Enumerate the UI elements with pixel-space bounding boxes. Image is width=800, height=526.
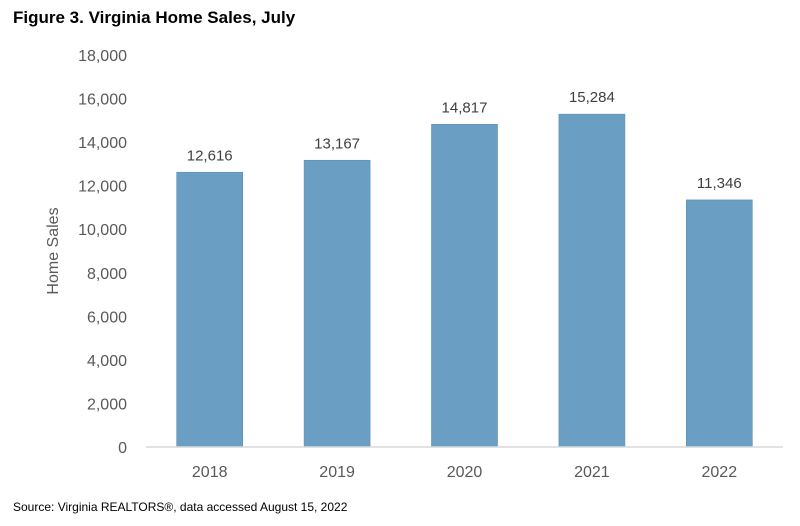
data-label: 12,616 — [187, 147, 233, 164]
data-label: 15,284 — [569, 89, 615, 106]
y-tick-label: 2,000 — [87, 396, 127, 413]
data-label: 14,817 — [442, 99, 488, 116]
x-tick-label: 2019 — [319, 464, 355, 481]
y-tick-label: 10,000 — [78, 222, 127, 239]
x-tick-label: 2018 — [192, 464, 228, 481]
x-tick-label: 2020 — [447, 464, 483, 481]
y-tick-label: 14,000 — [78, 135, 127, 152]
bar-2021 — [558, 113, 626, 448]
bar-2019 — [303, 159, 371, 448]
bar-2022 — [685, 199, 753, 448]
bar-2018 — [176, 171, 243, 448]
y-tick-label: 16,000 — [78, 92, 127, 109]
y-tick-label: 12,000 — [78, 179, 127, 196]
source-note: Source: Virginia REALTORS®, data accesse… — [13, 500, 348, 514]
y-tick-label: 8,000 — [87, 266, 127, 283]
data-label: 11,346 — [697, 175, 742, 192]
x-tick-label: 2022 — [702, 464, 738, 481]
y-tick-label: 18,000 — [78, 48, 127, 65]
y-tick-label: 4,000 — [87, 353, 127, 370]
y-tick-label: 6,000 — [87, 309, 127, 326]
x-tick-label: 2021 — [574, 464, 610, 481]
y-tick-label: 0 — [118, 440, 127, 457]
data-label: 13,167 — [314, 135, 360, 152]
chart-title: Figure 3. Virginia Home Sales, July — [13, 8, 296, 27]
y-axis-label: Home Sales — [45, 207, 62, 294]
bar-2020 — [431, 124, 498, 448]
